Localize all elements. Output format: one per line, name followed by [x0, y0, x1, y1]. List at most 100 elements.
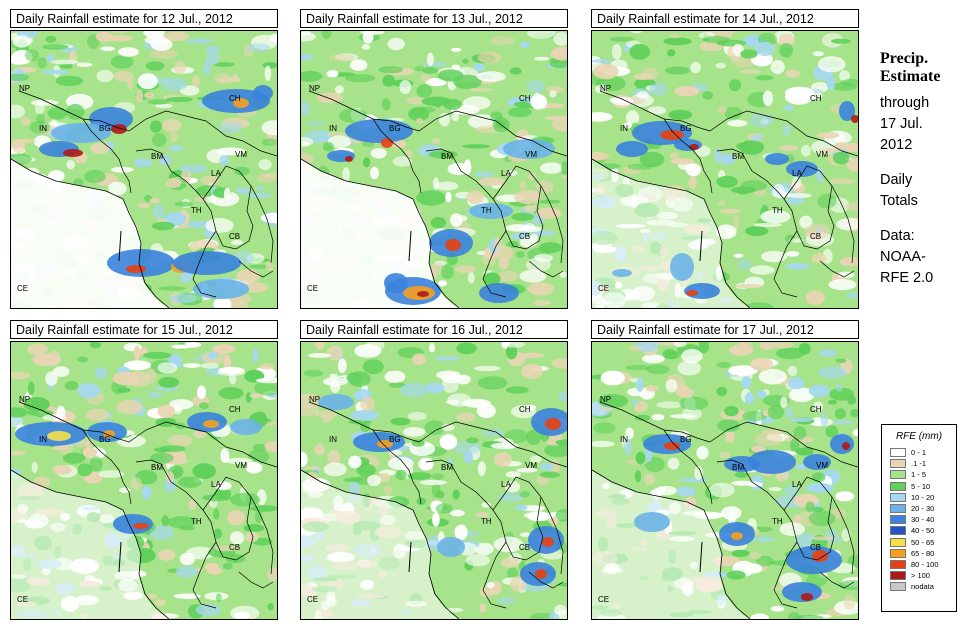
country-label: NP — [19, 395, 30, 404]
caption-data: Data: — [880, 228, 915, 244]
country-label: NP — [600, 84, 611, 93]
panel-title: Daily Rainfall estimate for 15 Jul., 201… — [10, 320, 278, 339]
caption-date: 17 Jul. — [880, 116, 923, 132]
country-border — [783, 496, 835, 561]
country-label: TH — [772, 517, 783, 526]
country-border — [482, 230, 507, 298]
legend-swatch — [890, 481, 906, 491]
country-label: BG — [99, 435, 111, 444]
caption-title: Precip. — [880, 50, 929, 67]
country-label: CB — [810, 543, 821, 552]
country-label: BG — [389, 124, 401, 133]
coastline — [11, 158, 170, 308]
country-label: BG — [99, 124, 111, 133]
country-border — [408, 469, 422, 505]
legend-swatch — [890, 537, 906, 547]
caption-date: 2012 — [880, 137, 913, 153]
panel-title: Daily Rainfall estimate for 14 Jul., 201… — [591, 9, 859, 28]
country-label: IN — [39, 435, 47, 444]
legend-item: > 100 — [882, 570, 956, 581]
country-label: VM — [525, 150, 537, 159]
country-label: LA — [211, 480, 221, 489]
country-border — [202, 496, 254, 561]
country-label: NP — [600, 395, 611, 404]
country-border — [819, 260, 855, 278]
coastline — [301, 158, 460, 308]
country-label: CE — [17, 595, 28, 604]
country-label: NP — [309, 395, 320, 404]
country-border — [250, 496, 274, 575]
legend-swatch — [890, 571, 906, 581]
legend-label: 65 - 80 — [911, 548, 935, 558]
country-label: CB — [229, 543, 240, 552]
country-label: CE — [307, 595, 318, 604]
legend-item: 20 - 30 — [882, 503, 956, 514]
rain-cells — [318, 394, 567, 586]
legend-title: RFE (mm) — [895, 431, 943, 442]
country-label: CH — [229, 94, 241, 103]
legend-swatch — [890, 448, 906, 458]
country-label: CB — [519, 232, 530, 241]
legend-item: 1 - 5 — [882, 469, 956, 480]
country-label: TH — [191, 206, 202, 215]
country-label: NP — [309, 84, 320, 93]
bay-of-bengal — [592, 470, 752, 619]
country-border — [831, 185, 855, 264]
island-chain — [118, 230, 122, 262]
country-border — [831, 496, 855, 575]
country-label: LA — [792, 169, 802, 178]
country-label: VM — [525, 461, 537, 470]
bay-of-bengal — [301, 159, 461, 308]
country-border — [492, 476, 542, 511]
country-label: CE — [598, 595, 609, 604]
country-border — [202, 476, 252, 511]
bay-of-bengal — [592, 159, 752, 308]
country-border — [492, 496, 544, 561]
country-border — [82, 118, 120, 160]
legend-item: 65 - 80 — [882, 548, 956, 559]
caption-data: RFE 2.0 — [880, 270, 934, 286]
rainfall-map: NP IN BG CH BM VM LA TH CB CE — [300, 341, 568, 620]
country-border — [482, 541, 507, 609]
legend-label: 5 - 10 — [911, 481, 931, 491]
country-border — [716, 148, 785, 200]
country-border — [783, 476, 833, 511]
rainfall-map: NP IN BG CH BM VM LA TH CB CE — [300, 30, 568, 309]
country-border — [425, 148, 494, 200]
country-label: LA — [792, 480, 802, 489]
country-label: BG — [389, 435, 401, 444]
panel-title: Daily Rainfall estimate for 13 Jul., 201… — [300, 9, 568, 28]
country-border — [250, 185, 274, 264]
country-border — [709, 421, 858, 468]
country-label: BM — [441, 152, 453, 161]
country-border — [540, 185, 564, 264]
country-label: LA — [501, 480, 511, 489]
caption-through: through — [880, 95, 930, 111]
country-border — [783, 165, 833, 200]
country-border — [82, 429, 120, 471]
country-border — [408, 158, 422, 194]
country-label: IN — [620, 124, 628, 133]
country-label: TH — [191, 517, 202, 526]
country-border — [118, 469, 132, 505]
country-label: BM — [151, 152, 163, 161]
rainfall-panel: Daily Rainfall estimate for 12 Jul., 201… — [10, 9, 278, 309]
country-border — [540, 496, 564, 575]
country-border — [425, 459, 494, 511]
legend-label: 20 - 30 — [911, 504, 935, 514]
country-label: LA — [501, 169, 511, 178]
legend-label: 30 - 40 — [911, 515, 935, 525]
country-border — [528, 260, 564, 278]
country-label: CB — [229, 232, 240, 241]
country-border — [819, 571, 855, 589]
legend-item: 40 - 50 — [882, 525, 956, 536]
caption-data: NOAA- — [880, 249, 926, 265]
country-border — [492, 165, 542, 200]
country-border — [192, 230, 217, 298]
legend-label: 80 - 100 — [911, 559, 939, 569]
country-label: CB — [810, 232, 821, 241]
rainfall-map: NP IN BG CH BM VM LA TH CB CE — [591, 341, 859, 620]
country-label: IN — [39, 124, 47, 133]
country-border — [773, 230, 798, 298]
